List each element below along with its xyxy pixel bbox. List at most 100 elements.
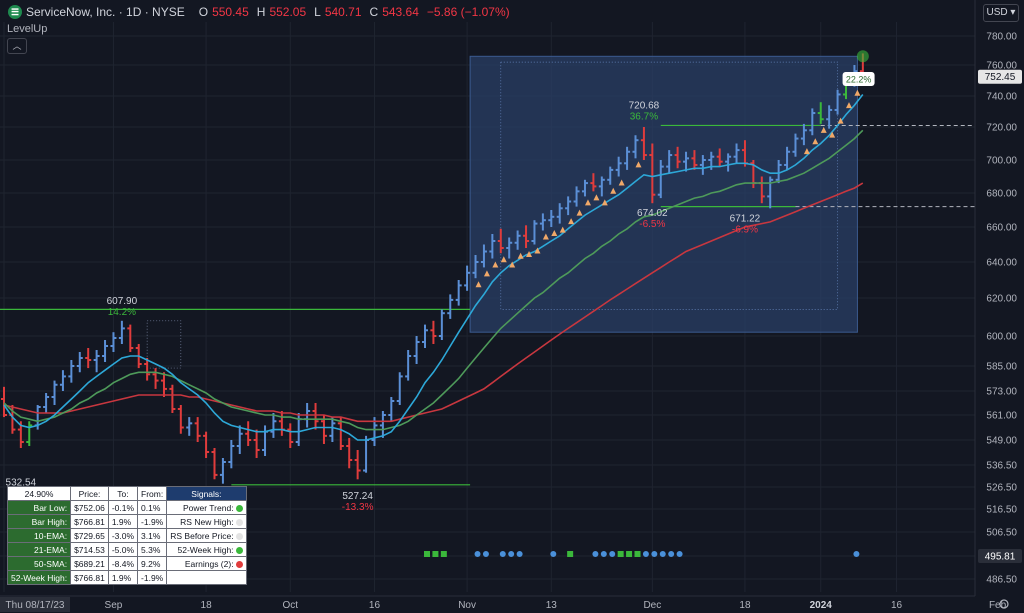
- row-price: $752.06: [70, 500, 109, 515]
- price-bar: [497, 228, 504, 254]
- price-bar: [405, 350, 412, 381]
- settings-gear-icon: [999, 599, 1009, 609]
- buy-triangle-icon: [576, 209, 583, 216]
- crosshair-date-badge: [0, 597, 70, 612]
- price-tick-label: 600.00: [986, 332, 1017, 343]
- table-header-cell: 24.90%: [6, 486, 72, 501]
- price-bar: [26, 421, 33, 446]
- row-from: 5.3%: [137, 542, 168, 557]
- time-tick-label: Sep: [105, 600, 123, 611]
- row-price: $729.65: [70, 528, 109, 543]
- price-tick-label: 640.00: [986, 258, 1017, 269]
- currency-label: USD: [986, 7, 1008, 18]
- range-box: [469, 55, 858, 333]
- price-bar: [110, 332, 117, 352]
- price-bar: [691, 150, 698, 170]
- price-bar: [792, 133, 799, 157]
- pullback-box: [146, 320, 182, 369]
- signal-dot-icon: [499, 551, 506, 557]
- buy-triangle-icon: [542, 233, 549, 240]
- signal-cell: Earnings (2):: [166, 556, 247, 571]
- price-bar: [236, 425, 243, 454]
- price-bar: [640, 127, 647, 160]
- table-row: 21-EMA: $714.53 -5.0% 5.3% 52-Week High:: [6, 542, 247, 557]
- signal-label: 52-Week High:: [177, 544, 234, 555]
- collapse-legend-button[interactable]: ︿: [7, 38, 27, 54]
- price-bar: [438, 309, 445, 340]
- price-bar: [118, 320, 125, 344]
- signal-dot-icon: [235, 546, 243, 554]
- price-tick-label: 526.50: [986, 483, 1017, 494]
- price-bar: [422, 324, 428, 348]
- price-bar: [102, 340, 109, 362]
- time-tick-label: Feb: [989, 600, 1007, 611]
- price-bar: [127, 324, 134, 352]
- price-bar: [312, 403, 319, 430]
- buy-triangle-icon: [601, 199, 608, 206]
- row-price: $689.21: [70, 556, 109, 571]
- row-price: $766.81: [70, 570, 109, 585]
- price-bar: [455, 280, 462, 306]
- signal-square-icon: [424, 551, 430, 557]
- last-price-label: 752.45: [985, 72, 1016, 83]
- signal-cell: [166, 570, 247, 585]
- row-label: 52-Week High:: [6, 570, 72, 585]
- time-tick-label: Dec: [643, 600, 661, 611]
- price-bar: [413, 336, 420, 364]
- indicator-name[interactable]: LevelUp: [7, 23, 48, 35]
- annotation-label: -6.9%: [732, 224, 758, 235]
- ema21-line: [3, 129, 864, 431]
- signal-dot-icon: [600, 551, 607, 557]
- signal-cell: Power Trend:: [166, 500, 247, 515]
- row-to: -0.1%: [107, 500, 139, 515]
- buy-triangle-icon: [803, 148, 810, 155]
- time-tick-label: Nov: [458, 600, 476, 611]
- price-bar: [211, 448, 218, 480]
- price-bar: [363, 435, 370, 473]
- price-bar: [674, 146, 681, 169]
- buy-triangle-icon: [618, 179, 625, 186]
- table-row: 52-Week High: $766.81 1.9% -1.9%: [6, 570, 247, 585]
- price-bar: [43, 393, 50, 413]
- buy-triangle-icon: [483, 270, 490, 277]
- price-bar: [657, 160, 664, 199]
- buy-triangle-icon: [509, 261, 516, 268]
- high-value: 552.05: [269, 5, 307, 19]
- price-tick-label: 660.00: [986, 223, 1017, 234]
- time-axis[interactable]: Thu 08/17/23 Sep 18 Oct 16 Nov 13 Dec 18 2024 16 Fe…: [0, 595, 1024, 613]
- price-bar: [430, 320, 437, 344]
- price-axis[interactable]: 780.00 760.00 740.00 720.00 700.00 680.00 660.…: [974, 0, 1024, 613]
- buy-triangle-icon: [492, 261, 499, 268]
- time-tick-label: 16: [891, 600, 903, 611]
- buy-triangle-icon: [820, 126, 827, 133]
- price-bar: [725, 153, 732, 172]
- price-axis-bg: [975, 0, 1024, 613]
- annotation-label: 720.68: [629, 100, 660, 111]
- price-bar: [152, 368, 159, 389]
- price-bar: [817, 102, 824, 124]
- last-price-badge: [978, 69, 1022, 84]
- signal-square-icon: [634, 551, 641, 557]
- currency-selector[interactable]: USD ▾: [983, 4, 1019, 22]
- price-bar: [834, 89, 841, 115]
- row-from: -1.9%: [137, 514, 168, 529]
- symbol-logo-icon: ☰: [8, 5, 22, 19]
- price-bar: [506, 237, 513, 259]
- price-bar: [93, 350, 100, 373]
- signal-dot-icon: [659, 551, 666, 557]
- chart-overlays: [0, 55, 975, 486]
- levelup-table: 24.90% Price: To: From: Signals: Bar Low…: [6, 486, 247, 585]
- price-bar: [615, 156, 622, 177]
- annotation-label: 674.02: [637, 208, 668, 219]
- symbol-title[interactable]: ServiceNow, Inc. · 1D · NYSE: [26, 5, 185, 19]
- open-label: O: [198, 5, 209, 19]
- annotation-label: 14.2%: [108, 307, 136, 318]
- price-bar: [826, 105, 833, 129]
- price-bar: [581, 179, 588, 197]
- table-row: 50-SMA: $689.21 -8.4% 9.2% Earnings (2):: [6, 556, 247, 571]
- time-tick-label: Oct: [282, 600, 298, 611]
- annotation-label: 532.54: [6, 478, 37, 489]
- annotation-label: 671.22: [730, 213, 761, 224]
- price-tick-label: 680.00: [986, 189, 1017, 200]
- row-to: -3.0%: [107, 528, 139, 543]
